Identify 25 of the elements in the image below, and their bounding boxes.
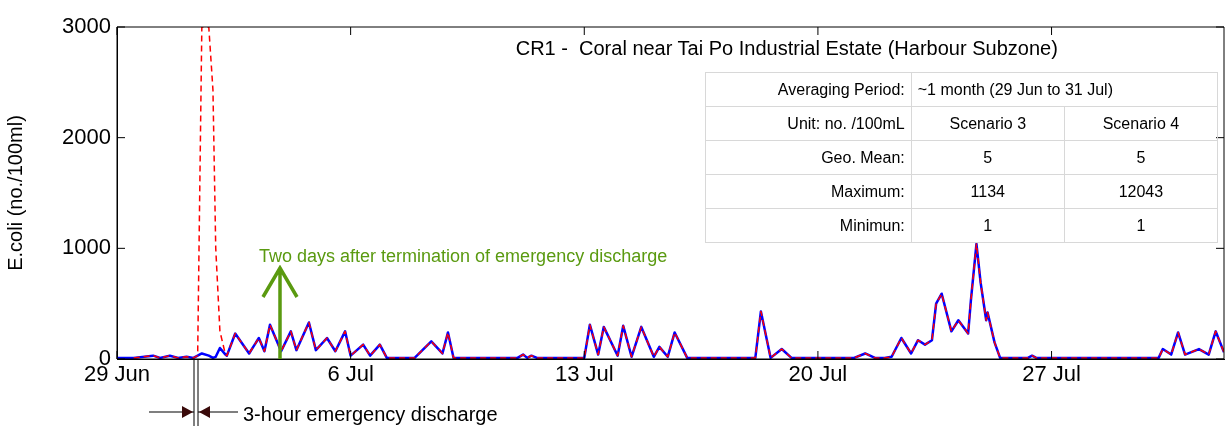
x-tick-label: 6 Jul xyxy=(327,361,374,387)
annotation: Scenario 3 xyxy=(911,106,1065,141)
annotation: Averaging Period: xyxy=(705,72,912,107)
text: 3-hour emergency discharge xyxy=(243,403,498,425)
annotation: 12043 xyxy=(1064,174,1218,209)
x-tick-label: 27 Jul xyxy=(1022,361,1081,387)
x-tick-label: 20 Jul xyxy=(788,361,848,387)
y-tick-label: 2000 xyxy=(62,123,111,149)
annotation: Unit: no. /100mL xyxy=(705,106,912,141)
y-tick-label: 1000 xyxy=(62,234,111,260)
annotation: Scenario 4 xyxy=(1064,106,1218,141)
annotation: Minimun: xyxy=(705,208,912,243)
x-tick-label: 13 Jul xyxy=(554,361,614,387)
annotation: Geo. Mean: xyxy=(705,140,912,175)
annotation: Maximum: xyxy=(705,174,912,209)
annotation: 5 xyxy=(911,140,1065,175)
annotation: Two days after termination of emergency discharge xyxy=(259,246,668,266)
annotation: 1 xyxy=(911,208,1065,243)
annotation: 5 xyxy=(1064,140,1218,175)
annotation: ~1 month (29 Jun to 31 Jul) xyxy=(911,72,1218,107)
annotation: 1 xyxy=(1064,208,1218,243)
y-tick-label: 3000 xyxy=(62,13,111,39)
text: CR1 - Coral near Tai Po Industrial Estate (Harbour Subzone) xyxy=(515,37,1058,59)
y-axis-title: E.coli (no./100ml) xyxy=(3,115,26,271)
annotation: 1134 xyxy=(911,174,1065,209)
